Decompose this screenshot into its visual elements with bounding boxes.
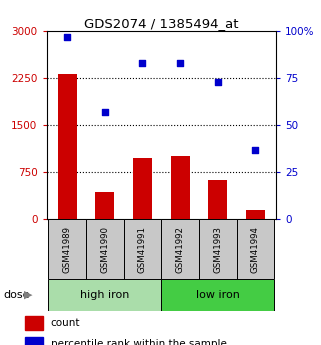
Text: dose: dose — [3, 290, 30, 300]
Text: low iron: low iron — [196, 290, 240, 300]
Text: GSM41992: GSM41992 — [176, 226, 185, 273]
Point — [178, 60, 183, 66]
Text: GSM41994: GSM41994 — [251, 226, 260, 273]
Bar — [58, 74, 77, 219]
Point — [253, 147, 258, 152]
Bar — [48, 219, 86, 279]
Point — [102, 109, 108, 115]
Bar — [124, 219, 161, 279]
Bar — [86, 219, 124, 279]
Bar — [25, 337, 44, 345]
Text: count: count — [51, 318, 80, 328]
Point — [65, 34, 70, 39]
Point — [215, 79, 220, 85]
Bar — [133, 158, 152, 219]
Bar — [171, 156, 189, 219]
Bar — [95, 192, 114, 219]
Bar — [161, 279, 274, 311]
Title: GDS2074 / 1385494_at: GDS2074 / 1385494_at — [84, 17, 239, 30]
Bar — [199, 219, 237, 279]
Text: ▶: ▶ — [24, 290, 32, 300]
Text: GSM41989: GSM41989 — [63, 226, 72, 273]
Text: GSM41993: GSM41993 — [213, 226, 222, 273]
Text: percentile rank within the sample: percentile rank within the sample — [51, 339, 227, 345]
Text: GSM41991: GSM41991 — [138, 226, 147, 273]
Bar — [246, 210, 265, 219]
Bar — [48, 279, 161, 311]
Text: GSM41990: GSM41990 — [100, 226, 109, 273]
Bar — [208, 180, 227, 219]
Point — [140, 60, 145, 66]
Bar — [237, 219, 274, 279]
Text: high iron: high iron — [80, 290, 130, 300]
Bar — [25, 316, 44, 329]
Bar — [161, 219, 199, 279]
